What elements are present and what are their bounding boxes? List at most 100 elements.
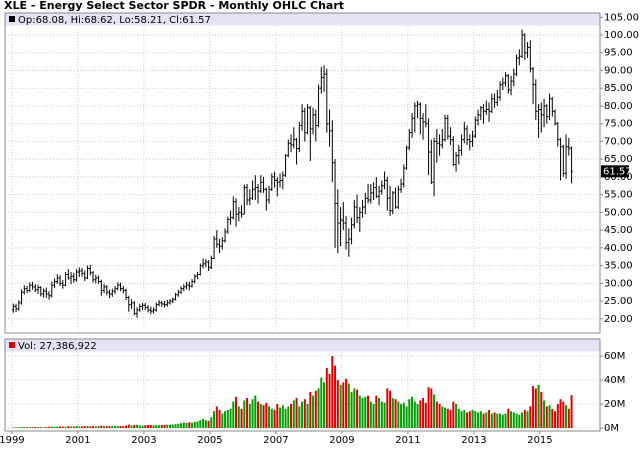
volume-bar (306, 404, 309, 429)
y-tick-label: 70.00 (604, 136, 633, 147)
volume-bar (361, 398, 364, 429)
volume-bar (389, 390, 392, 429)
volume-bar (210, 417, 213, 429)
volume-bar (350, 392, 353, 429)
volume-bar (199, 420, 202, 429)
volume-bar (444, 407, 447, 429)
volume-bar (136, 424, 139, 429)
volume-bar (523, 410, 526, 429)
volume-bar (75, 426, 78, 429)
y-tick-label: 20M (604, 399, 625, 410)
volume-bar (147, 425, 150, 429)
volume-bar (367, 395, 370, 429)
volume-bar (408, 399, 411, 429)
x-tick-label: 2001 (65, 435, 90, 446)
volume-bar (174, 424, 177, 429)
volume-bar (268, 406, 271, 429)
volume-bar (34, 426, 37, 429)
x-tick-label: 2009 (329, 435, 354, 446)
volume-bar (488, 410, 491, 429)
volume-bar (224, 411, 227, 429)
volume-bar (188, 422, 191, 429)
volume-bar (213, 411, 216, 429)
volume-bar (94, 426, 97, 429)
volume-bar (532, 386, 535, 429)
legend-text: Op:68.08, Hi:68.62, Lo:58.21, Cl:61.57 (18, 15, 211, 26)
volume-bar (383, 402, 386, 429)
volume-bar (182, 422, 185, 429)
volume-bar (402, 402, 405, 429)
volume-bar (61, 426, 64, 429)
volume-bar (257, 401, 260, 429)
x-tick-label: 2003 (131, 435, 156, 446)
x-tick-label: 2005 (197, 435, 222, 446)
volume-bar (314, 390, 317, 429)
volume-bar (565, 405, 568, 429)
volume-bar (559, 399, 562, 429)
volume-bar (507, 408, 510, 429)
volume-bar (438, 404, 441, 429)
volume-bar (64, 426, 67, 429)
volume-bar (23, 426, 26, 429)
volume-bar (485, 412, 488, 429)
x-tick-label: 1999 (0, 435, 25, 446)
volume-bar (42, 427, 45, 429)
volume-bar (155, 425, 158, 429)
volume-bar (149, 424, 152, 429)
volume-bar (105, 426, 108, 429)
volume-bar (97, 426, 100, 429)
x-tick-label: 2013 (461, 435, 486, 446)
y-tick-label: 85.00 (604, 83, 633, 94)
y-tick-label: 0M (604, 423, 619, 434)
volume-bar (163, 424, 166, 429)
x-tick-label: 2007 (263, 435, 288, 446)
volume-bar (119, 425, 122, 429)
volume-bar (26, 427, 29, 429)
volume-bar (39, 427, 42, 429)
y-tick-label: 95.00 (604, 48, 633, 59)
volume-bar (457, 408, 460, 429)
volume-bar (356, 389, 359, 429)
volume-bar (512, 412, 515, 429)
volume-bar (556, 404, 559, 429)
volume-bar (144, 425, 147, 429)
volume-bar (303, 399, 306, 429)
volume-bar (504, 413, 507, 429)
volume-bar (207, 420, 210, 429)
legend-strip (5, 13, 600, 26)
y-tick-label: 65.00 (604, 154, 633, 165)
last-price-label: 61.57 (603, 166, 632, 177)
volume-bar (339, 384, 342, 429)
volume-bar (92, 426, 95, 429)
y-tick-label: 105.00 (604, 12, 639, 23)
volume-bar (328, 374, 331, 429)
volume-bar (334, 365, 337, 429)
volume-bar (254, 395, 257, 429)
volume-bar (490, 413, 493, 429)
volume-bar (301, 401, 304, 429)
volume-bar (31, 427, 34, 429)
volume-bar (180, 423, 183, 429)
volume-bar (515, 413, 518, 429)
volume-bar (86, 425, 89, 429)
volume-bar (554, 411, 557, 429)
volume-bar (295, 398, 298, 429)
volume-bar (548, 405, 551, 429)
volume-bar (479, 411, 482, 429)
volume-bar (17, 427, 20, 429)
volume-bar (433, 394, 436, 429)
volume-bar (378, 398, 381, 429)
volume-bar (413, 401, 416, 429)
volume-bar (125, 425, 128, 429)
volume-bar (466, 412, 469, 429)
volume-bar (20, 427, 23, 429)
volume-bar (474, 411, 477, 429)
volume-bar (273, 410, 276, 429)
volume-bar (270, 408, 273, 429)
volume-bar (331, 356, 334, 429)
volume-bar (114, 425, 117, 429)
volume-bar (397, 401, 400, 429)
volume-bar (262, 405, 265, 429)
volume-bar (416, 404, 419, 429)
volume-bar (122, 426, 125, 429)
